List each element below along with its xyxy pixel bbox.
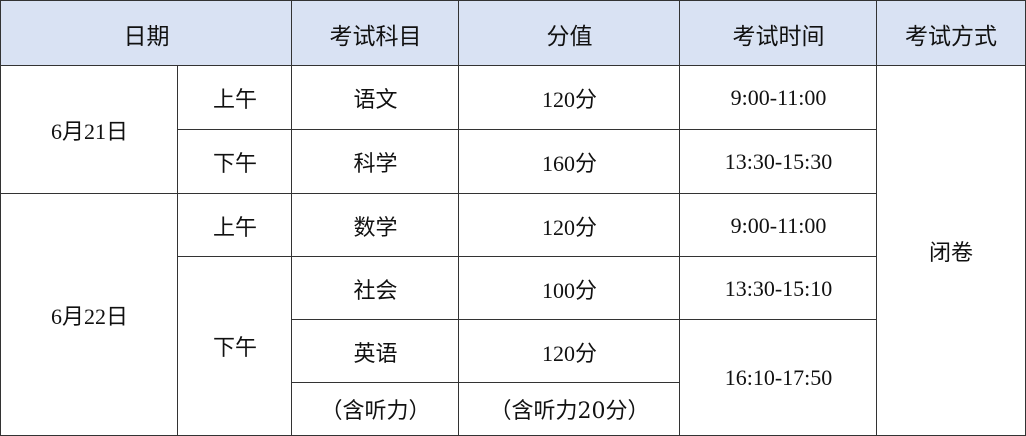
subject-cell: 科学	[291, 129, 460, 195]
score-note-cell: （含听力20分）	[458, 382, 681, 436]
time-cell: 9:00-11:00	[679, 193, 878, 258]
period-cell: 下午	[177, 129, 293, 195]
header-subject: 考试科目	[291, 0, 460, 67]
time-cell: 13:30-15:10	[679, 256, 878, 321]
subject-cell: 数学	[291, 193, 460, 258]
date-cell: 6月22日	[0, 193, 179, 436]
score-cell: 120分	[458, 65, 681, 131]
subject-cell: 英语	[291, 319, 460, 384]
time-cell: 16:10-17:50	[679, 319, 878, 436]
score-cell: 160分	[458, 129, 681, 195]
score-cell: 100分	[458, 256, 681, 321]
subject-cell: 语文	[291, 65, 460, 131]
header-method: 考试方式	[876, 0, 1026, 67]
header-time: 考试时间	[679, 0, 878, 67]
subject-note-cell: （含听力）	[291, 382, 460, 436]
score-cell: 120分	[458, 319, 681, 384]
subject-cell: 社会	[291, 256, 460, 321]
period-cell: 上午	[177, 193, 293, 258]
score-cell: 120分	[458, 193, 681, 258]
time-cell: 9:00-11:00	[679, 65, 878, 131]
period-cell: 下午	[177, 256, 293, 436]
date-cell: 6月21日	[0, 65, 179, 195]
header-score: 分值	[458, 0, 681, 67]
method-cell: 闭卷	[876, 65, 1026, 436]
time-cell: 13:30-15:30	[679, 129, 878, 195]
period-cell: 上午	[177, 65, 293, 131]
header-date: 日期	[0, 0, 293, 67]
